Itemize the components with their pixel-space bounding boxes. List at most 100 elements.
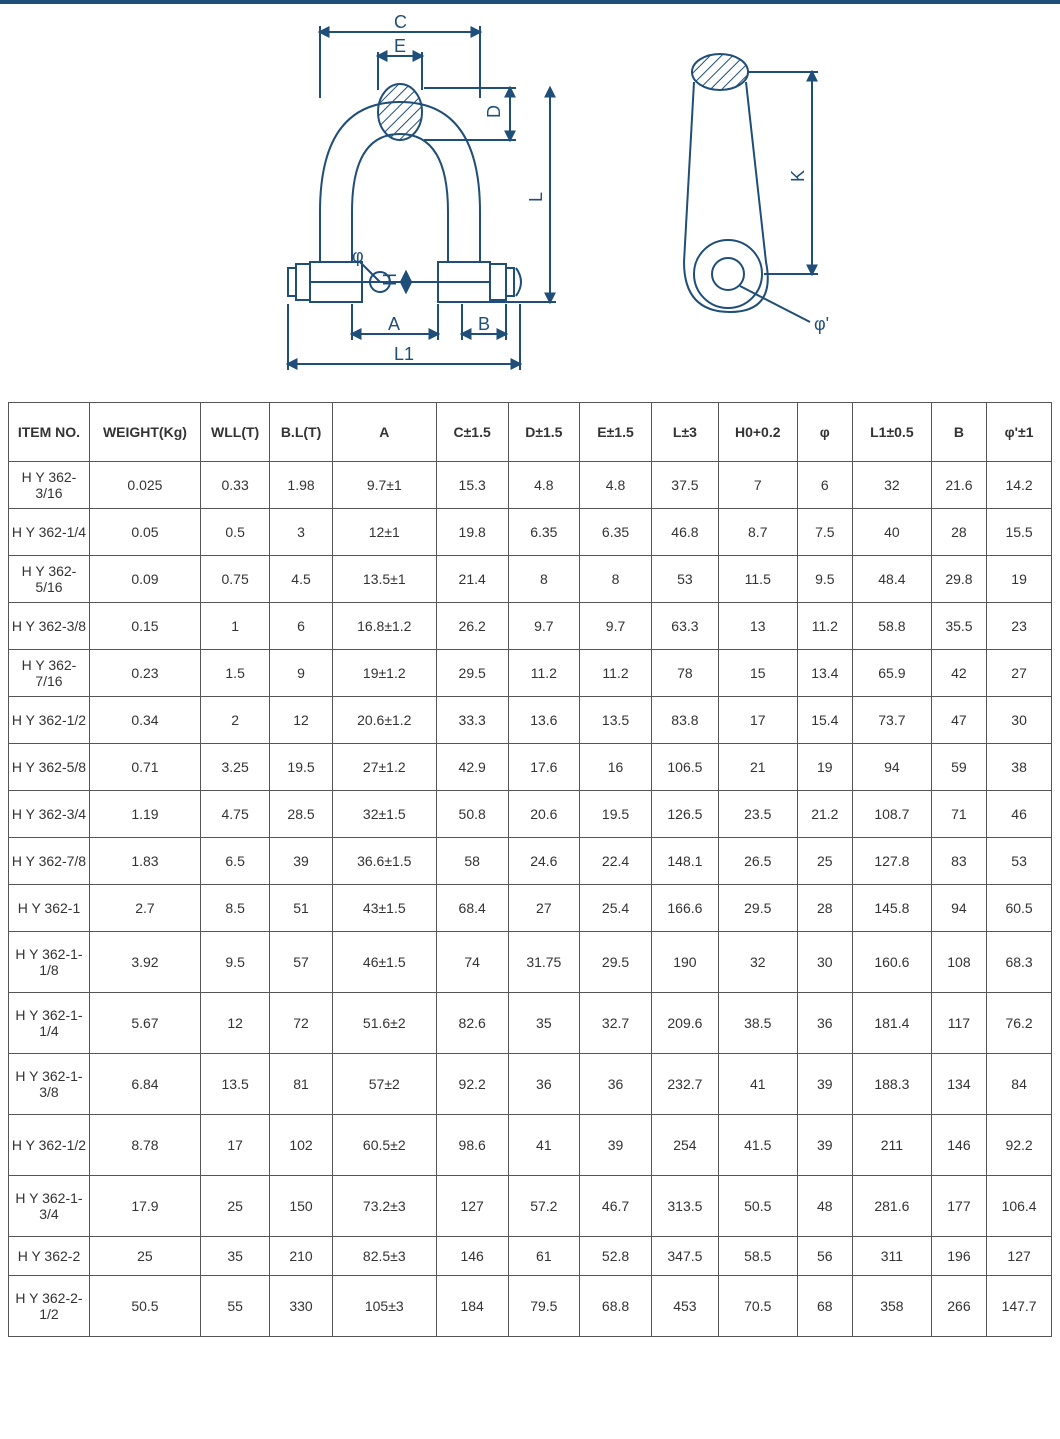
table-cell-l: 106.5 <box>651 744 718 791</box>
table-cell-l1: 32 <box>853 462 932 509</box>
table-cell-h0: 41.5 <box>718 1115 797 1176</box>
table-cell-c: 68.4 <box>436 885 508 932</box>
table-cell-phip: 68.3 <box>987 932 1052 993</box>
table-cell-wll: 4.75 <box>200 791 269 838</box>
table-cell-weight: 0.05 <box>89 509 200 556</box>
table-cell-d: 27 <box>508 885 580 932</box>
table-cell-d: 8 <box>508 556 580 603</box>
table-cell-h0: 38.5 <box>718 993 797 1054</box>
table-cell-l1: 65.9 <box>853 650 932 697</box>
table-cell-weight: 0.23 <box>89 650 200 697</box>
table-row: H Y 362-1-1/45.67127251.6±282.63532.7209… <box>9 993 1052 1054</box>
table-cell-phip: 15.5 <box>987 509 1052 556</box>
table-cell-phi: 6 <box>797 462 853 509</box>
table-cell-a: 43±1.5 <box>332 885 436 932</box>
col-header-weight: WEIGHT(Kg) <box>89 403 200 462</box>
col-header-l1: L1±0.5 <box>853 403 932 462</box>
table-cell-phi: 39 <box>797 1054 853 1115</box>
table-cell-l: 209.6 <box>651 993 718 1054</box>
table-cell-l1: 145.8 <box>853 885 932 932</box>
table-cell-l1: 108.7 <box>853 791 932 838</box>
table-cell-weight: 0.09 <box>89 556 200 603</box>
table-cell-b: 146 <box>931 1115 987 1176</box>
table-cell-a: 19±1.2 <box>332 650 436 697</box>
table-cell-l: 313.5 <box>651 1176 718 1237</box>
table-cell-bl: 72 <box>270 993 332 1054</box>
table-cell-d: 57.2 <box>508 1176 580 1237</box>
table-cell-c: 127 <box>436 1176 508 1237</box>
table-cell-b: 266 <box>931 1276 987 1337</box>
table-cell-l: 166.6 <box>651 885 718 932</box>
table-cell-phip: 30 <box>987 697 1052 744</box>
table-cell-a: 32±1.5 <box>332 791 436 838</box>
table-row: H Y 362-7/81.836.53936.6±1.55824.622.414… <box>9 838 1052 885</box>
dim-label-h: H <box>380 273 400 286</box>
table-cell-b: 35.5 <box>931 603 987 650</box>
table-cell-phip: 106.4 <box>987 1176 1052 1237</box>
table-row: H Y 362-7/160.231.5919±1.229.511.211.278… <box>9 650 1052 697</box>
table-cell-item: H Y 362-3/16 <box>9 462 90 509</box>
col-header-bl: B.L(T) <box>270 403 332 462</box>
table-cell-e: 68.8 <box>580 1276 652 1337</box>
table-row: H Y 362-1-1/83.929.55746±1.57431.7529.51… <box>9 932 1052 993</box>
table-cell-e: 11.2 <box>580 650 652 697</box>
table-cell-wll: 6.5 <box>200 838 269 885</box>
table-cell-wll: 1 <box>200 603 269 650</box>
table-cell-l1: 211 <box>853 1115 932 1176</box>
table-cell-b: 177 <box>931 1176 987 1237</box>
table-cell-phi: 11.2 <box>797 603 853 650</box>
table-cell-c: 74 <box>436 932 508 993</box>
table-cell-a: 16.8±1.2 <box>332 603 436 650</box>
table-row: H Y 362-1/20.3421220.6±1.233.313.613.583… <box>9 697 1052 744</box>
table-cell-h0: 21 <box>718 744 797 791</box>
table-cell-a: 27±1.2 <box>332 744 436 791</box>
col-header-phip: φ'±1 <box>987 403 1052 462</box>
table-cell-weight: 0.025 <box>89 462 200 509</box>
table-cell-e: 19.5 <box>580 791 652 838</box>
table-cell-phi: 25 <box>797 838 853 885</box>
table-cell-bl: 19.5 <box>270 744 332 791</box>
table-cell-bl: 51 <box>270 885 332 932</box>
table-cell-l: 46.8 <box>651 509 718 556</box>
table-cell-l: 254 <box>651 1115 718 1176</box>
table-cell-l1: 58.8 <box>853 603 932 650</box>
table-cell-weight: 17.9 <box>89 1176 200 1237</box>
table-cell-a: 9.7±1 <box>332 462 436 509</box>
table-cell-h0: 50.5 <box>718 1176 797 1237</box>
table-cell-a: 12±1 <box>332 509 436 556</box>
table-cell-b: 196 <box>931 1237 987 1276</box>
table-cell-e: 9.7 <box>580 603 652 650</box>
table-cell-d: 36 <box>508 1054 580 1115</box>
dim-label-k: K <box>788 170 808 182</box>
table-cell-e: 39 <box>580 1115 652 1176</box>
table-cell-l: 190 <box>651 932 718 993</box>
table-cell-d: 41 <box>508 1115 580 1176</box>
table-cell-h0: 7 <box>718 462 797 509</box>
table-row: H Y 362-1-3/86.8413.58157±292.23636232.7… <box>9 1054 1052 1115</box>
table-cell-e: 29.5 <box>580 932 652 993</box>
table-cell-wll: 55 <box>200 1276 269 1337</box>
table-row: H Y 362-2253521082.5±31466152.8347.558.5… <box>9 1237 1052 1276</box>
table-cell-l: 53 <box>651 556 718 603</box>
table-row: H Y 362-3/41.194.7528.532±1.550.820.619.… <box>9 791 1052 838</box>
dim-label-c: C <box>394 12 407 32</box>
table-cell-bl: 81 <box>270 1054 332 1115</box>
table-cell-phi: 36 <box>797 993 853 1054</box>
table-cell-h0: 17 <box>718 697 797 744</box>
table-cell-a: 105±3 <box>332 1276 436 1337</box>
table-cell-h0: 32 <box>718 932 797 993</box>
dim-label-a: A <box>388 314 400 334</box>
table-cell-weight: 0.34 <box>89 697 200 744</box>
table-cell-item: H Y 362-1/2 <box>9 1115 90 1176</box>
table-cell-l1: 188.3 <box>853 1054 932 1115</box>
table-row: H Y 362-3/160.0250.331.989.7±115.34.84.8… <box>9 462 1052 509</box>
table-cell-phip: 23 <box>987 603 1052 650</box>
table-row: H Y 362-1/28.781710260.5±298.6413925441.… <box>9 1115 1052 1176</box>
table-cell-l: 453 <box>651 1276 718 1337</box>
col-header-a: A <box>332 403 436 462</box>
table-cell-b: 94 <box>931 885 987 932</box>
diagram-area: C E D L K A B L1 H φ' φ <box>0 4 1060 402</box>
table-cell-l1: 127.8 <box>853 838 932 885</box>
table-cell-a: 46±1.5 <box>332 932 436 993</box>
table-cell-e: 6.35 <box>580 509 652 556</box>
